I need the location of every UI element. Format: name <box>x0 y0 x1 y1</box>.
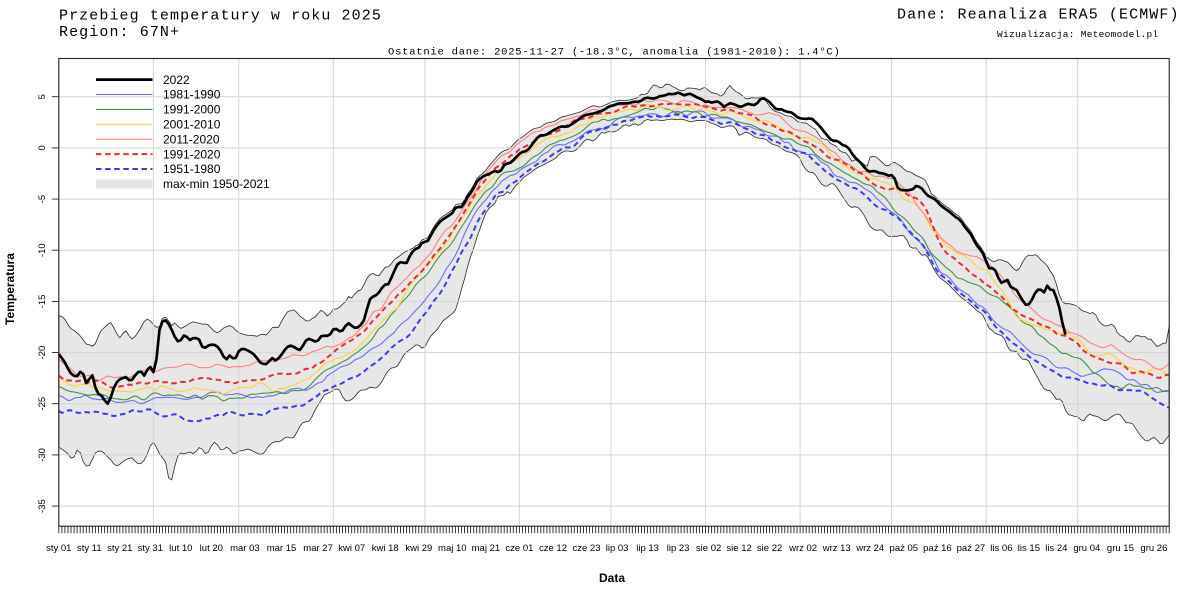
svg-text:sie 22: sie 22 <box>757 543 782 554</box>
svg-text:kwi 07: kwi 07 <box>338 543 365 554</box>
svg-text:maj 21: maj 21 <box>472 543 501 554</box>
svg-text:Przebieg temperatury w roku 20: Przebieg temperatury w roku 2025 <box>59 7 382 24</box>
svg-text:0: 0 <box>37 145 48 150</box>
svg-text:lis 24: lis 24 <box>1045 543 1067 554</box>
svg-text:paź 27: paź 27 <box>957 543 986 554</box>
svg-text:Data: Data <box>599 571 625 585</box>
svg-text:-35: -35 <box>37 499 48 513</box>
svg-text:2022: 2022 <box>163 73 190 87</box>
svg-text:wrz 13: wrz 13 <box>822 543 851 554</box>
svg-text:lis 06: lis 06 <box>990 543 1012 554</box>
svg-text:wrz 24: wrz 24 <box>855 543 884 554</box>
svg-text:lip 03: lip 03 <box>606 543 629 554</box>
svg-text:cze 12: cze 12 <box>539 543 567 554</box>
svg-text:gru 26: gru 26 <box>1140 543 1167 554</box>
svg-text:maj 10: maj 10 <box>438 543 467 554</box>
svg-text:Region: 67N+: Region: 67N+ <box>59 24 180 41</box>
svg-text:paź 16: paź 16 <box>923 543 952 554</box>
svg-text:Ostatnie dane: 2025-11-27 (-18: Ostatnie dane: 2025-11-27 (-18.3°C, anom… <box>388 47 841 59</box>
svg-text:gru 15: gru 15 <box>1107 543 1134 554</box>
svg-text:-10: -10 <box>37 243 48 257</box>
svg-text:lis 15: lis 15 <box>1018 543 1040 554</box>
svg-text:-25: -25 <box>37 397 48 411</box>
svg-text:lut 10: lut 10 <box>169 543 192 554</box>
svg-text:-20: -20 <box>37 346 48 360</box>
svg-text:mar 27: mar 27 <box>303 543 333 554</box>
svg-text:-5: -5 <box>37 195 48 203</box>
svg-text:cze 23: cze 23 <box>573 543 601 554</box>
svg-text:kwi 29: kwi 29 <box>405 543 432 554</box>
svg-text:1981-1990: 1981-1990 <box>163 88 221 102</box>
svg-text:Temperatura: Temperatura <box>3 253 17 325</box>
svg-text:sty 31: sty 31 <box>138 543 163 554</box>
svg-text:2001-2010: 2001-2010 <box>163 118 221 132</box>
svg-text:5: 5 <box>37 94 48 99</box>
svg-text:sty 21: sty 21 <box>107 543 132 554</box>
svg-text:1991-2000: 1991-2000 <box>163 103 221 117</box>
svg-text:mar 03: mar 03 <box>230 543 260 554</box>
svg-text:Wizualizacja: Meteomodel.pl: Wizualizacja: Meteomodel.pl <box>997 29 1159 40</box>
svg-text:paź 05: paź 05 <box>890 543 919 554</box>
svg-text:lut 20: lut 20 <box>200 543 223 554</box>
svg-text:cze 01: cze 01 <box>505 543 533 554</box>
svg-text:gru 04: gru 04 <box>1073 543 1100 554</box>
svg-text:1991-2020: 1991-2020 <box>163 147 221 161</box>
svg-text:1951-1980: 1951-1980 <box>163 162 221 176</box>
svg-text:mar 15: mar 15 <box>267 543 297 554</box>
svg-text:wrz 02: wrz 02 <box>788 543 817 554</box>
svg-text:sty 11: sty 11 <box>77 543 102 554</box>
svg-text:sie 02: sie 02 <box>696 543 721 554</box>
svg-text:lip 13: lip 13 <box>636 543 659 554</box>
svg-text:sie 12: sie 12 <box>726 543 751 554</box>
svg-text:Dane: Reanaliza ERA5 (ECMWF): Dane: Reanaliza ERA5 (ECMWF) <box>897 7 1180 24</box>
svg-text:-30: -30 <box>37 448 48 462</box>
svg-text:sty 01: sty 01 <box>46 543 71 554</box>
svg-text:lip 23: lip 23 <box>667 543 690 554</box>
svg-text:kwi 18: kwi 18 <box>372 543 399 554</box>
svg-text:max-min 1950-2021: max-min 1950-2021 <box>163 177 270 191</box>
svg-text:2011-2020: 2011-2020 <box>163 132 220 146</box>
svg-text:-15: -15 <box>37 295 48 309</box>
